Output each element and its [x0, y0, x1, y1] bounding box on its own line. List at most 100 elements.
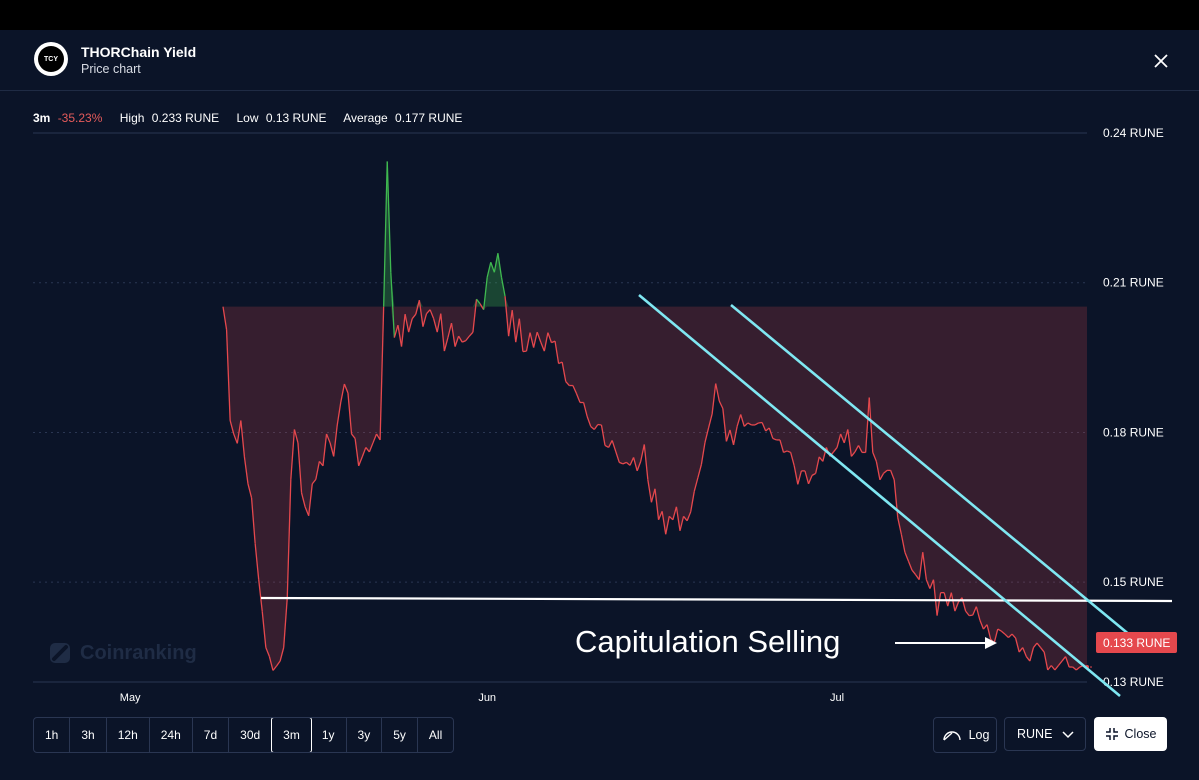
price-segment	[265, 647, 271, 657]
price-segment	[236, 420, 242, 444]
stat-change: -35.23%	[57, 111, 103, 125]
price-segment	[600, 424, 606, 446]
price-segment	[304, 506, 310, 517]
price-segment	[1000, 630, 1006, 635]
price-segment	[783, 450, 788, 454]
price-segment	[754, 422, 759, 426]
currency-label: RUNE	[1017, 727, 1053, 741]
price-segment	[507, 310, 513, 337]
price-segment	[468, 331, 474, 337]
price-segment	[511, 310, 517, 343]
price-segment	[690, 491, 695, 512]
price-segment	[725, 429, 731, 442]
price-segment	[864, 397, 870, 453]
price-segment	[272, 665, 278, 671]
price-segment	[400, 314, 406, 347]
price-segment	[493, 253, 499, 273]
price-segment	[490, 262, 495, 273]
price-segment	[582, 402, 588, 417]
price-segment	[1018, 647, 1024, 653]
price-segment	[954, 601, 960, 612]
watermark-text: Coinranking	[80, 641, 197, 664]
price-segment	[454, 335, 460, 347]
price-segment	[868, 397, 874, 453]
price-segment	[418, 300, 424, 327]
range-button-3y[interactable]: 3y	[347, 718, 383, 752]
price-segment	[243, 456, 249, 484]
price-segment	[608, 440, 613, 448]
price-segment	[565, 381, 570, 386]
price-segment	[1032, 642, 1038, 648]
price-segment	[1072, 666, 1077, 671]
price-segment	[611, 440, 617, 452]
price-segment	[286, 479, 292, 598]
price-segment	[890, 470, 895, 481]
price-segment	[675, 506, 681, 531]
price-segment	[793, 465, 799, 485]
price-segment	[479, 303, 485, 311]
price-segment	[333, 424, 338, 457]
tcy-logo: TCY	[34, 42, 68, 76]
range-button-3m[interactable]: 3m	[271, 718, 312, 752]
price-segment	[572, 385, 578, 394]
range-button-7d[interactable]: 7d	[193, 718, 230, 752]
price-segment	[379, 306, 385, 440]
collapse-icon	[1105, 728, 1118, 740]
price-segment	[900, 534, 906, 553]
price-segment	[1011, 633, 1017, 639]
price-segment	[472, 299, 478, 333]
price-segment	[586, 416, 592, 427]
range-button-all[interactable]: All	[428, 728, 443, 742]
log-scale-button[interactable]: Log	[933, 717, 997, 753]
close-button[interactable]: Close	[1094, 717, 1167, 751]
price-segment	[1043, 651, 1049, 671]
stat-low-value: 0.13 RUNE	[265, 111, 327, 125]
price-segment	[329, 442, 335, 457]
price-segment	[525, 332, 531, 352]
close-icon[interactable]	[1150, 50, 1172, 72]
price-segment	[1025, 656, 1031, 662]
range-button-30d[interactable]: 30d	[229, 718, 273, 752]
range-button-1y[interactable]: 1y	[311, 718, 347, 752]
currency-select[interactable]: RUNE	[1004, 717, 1086, 751]
range-button-1h[interactable]: 1h	[34, 718, 71, 752]
x-axis-labels: May Jun Jul	[120, 692, 844, 704]
price-segment	[354, 438, 360, 466]
price-segment	[486, 262, 492, 278]
price-segment	[347, 392, 353, 435]
price-segment	[276, 660, 281, 667]
price-segment	[854, 445, 860, 453]
price-segment	[686, 511, 692, 522]
price-segment	[504, 296, 510, 337]
price-segment	[229, 420, 235, 435]
price-segment	[718, 400, 724, 409]
range-button-12h[interactable]: 12h	[107, 718, 150, 752]
price-segment	[386, 161, 392, 273]
close-label: Close	[1124, 727, 1157, 741]
page-subtitle: Price chart	[81, 62, 141, 76]
price-segment	[790, 452, 795, 467]
price-segment	[351, 433, 356, 439]
price-segment	[415, 300, 420, 315]
time-range-selector: 1h 3h 12h 24h 7d 30d 3m 1y 3y 5y All	[33, 717, 455, 753]
y-tick-label: 0.24 RUNE	[1103, 126, 1164, 140]
range-button-5y[interactable]: 5y	[382, 718, 418, 752]
x-tick-label: Jun	[478, 692, 496, 704]
price-segment	[250, 497, 256, 544]
price-segment	[993, 628, 999, 644]
price-segment	[458, 335, 463, 343]
price-segment	[875, 461, 881, 480]
price-segment	[411, 313, 417, 320]
price-segment	[1014, 637, 1020, 653]
price-segment	[768, 427, 774, 439]
price-segment	[297, 442, 303, 493]
price-segment	[707, 413, 713, 429]
price-segment	[804, 470, 810, 485]
range-button-3h[interactable]: 3h	[70, 718, 107, 752]
range-button-24h[interactable]: 24h	[150, 718, 193, 752]
price-segment	[475, 298, 481, 305]
price-segment	[547, 332, 553, 343]
price-segment	[225, 329, 231, 421]
price-segment	[590, 425, 595, 430]
